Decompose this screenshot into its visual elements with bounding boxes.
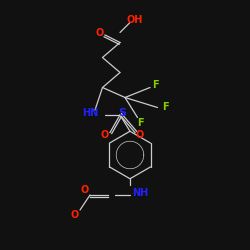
Text: O: O — [96, 28, 104, 38]
Text: S: S — [118, 108, 126, 118]
Text: NH: NH — [132, 188, 148, 198]
Text: O: O — [71, 210, 79, 220]
Text: O: O — [136, 130, 144, 140]
Text: HN: HN — [82, 108, 98, 118]
Text: F: F — [152, 80, 158, 90]
Text: O: O — [81, 185, 89, 195]
Text: O: O — [101, 130, 109, 140]
Text: F: F — [162, 102, 168, 113]
Text: F: F — [137, 118, 143, 128]
Text: OH: OH — [127, 15, 143, 25]
